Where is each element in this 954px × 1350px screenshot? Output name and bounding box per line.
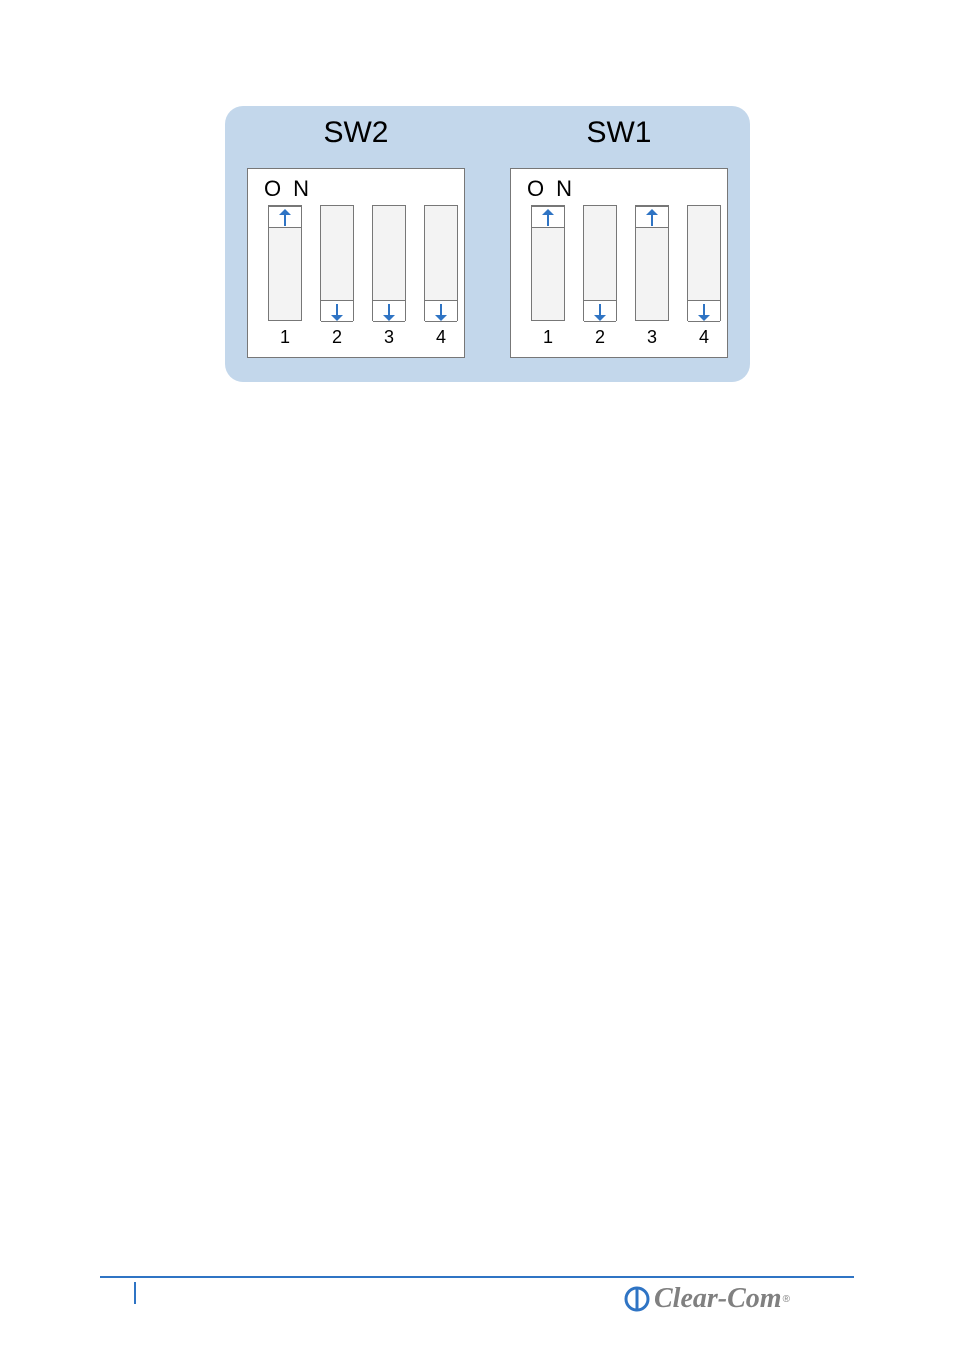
dip-switch-slot <box>320 205 354 321</box>
switch-block-title: SW1 <box>510 116 728 150</box>
brand-logo: Clear-Com® <box>624 1282 854 1316</box>
dip-switch-slot <box>372 205 406 321</box>
dip-switch-number: 1 <box>268 327 302 348</box>
footer-rule <box>100 1276 854 1278</box>
dip-switch-slot <box>268 205 302 321</box>
arrow-down-icon <box>697 301 711 323</box>
dip-switch-handle <box>269 206 301 228</box>
on-label-n: N <box>556 176 572 202</box>
on-label-n: N <box>293 176 309 202</box>
on-label-o: O <box>527 176 544 202</box>
brand-emblem-icon <box>624 1286 650 1312</box>
dip-switch-slot <box>583 205 617 321</box>
arrow-up-icon <box>278 207 292 229</box>
dip-switch-number: 2 <box>583 327 617 348</box>
footer-divider <box>134 1282 136 1304</box>
arrow-up-icon <box>645 207 659 229</box>
dip-switch-slot <box>635 205 669 321</box>
arrow-down-icon <box>434 301 448 323</box>
dip-switch-handle <box>636 206 668 228</box>
dip-switch-handle <box>425 300 457 322</box>
on-label: ON <box>527 176 572 202</box>
on-label-o: O <box>264 176 281 202</box>
arrow-up-icon <box>541 207 555 229</box>
dip-switch-slot <box>424 205 458 321</box>
dip-switch-number: 4 <box>424 327 458 348</box>
switch-block: ON 1234 <box>510 168 728 358</box>
switch-block-title: SW2 <box>247 116 465 150</box>
switch-block: ON 1234 <box>247 168 465 358</box>
dip-switch-handle <box>584 300 616 322</box>
dip-switch-number: 4 <box>687 327 721 348</box>
on-label: ON <box>264 176 309 202</box>
dip-switch-handle <box>688 300 720 322</box>
dip-switch-number: 3 <box>372 327 406 348</box>
arrow-down-icon <box>382 301 396 323</box>
dip-switch-number: 2 <box>320 327 354 348</box>
dip-switch-slot <box>687 205 721 321</box>
arrow-down-icon <box>593 301 607 323</box>
dip-switch-number: 1 <box>531 327 565 348</box>
dip-switch-slot <box>531 205 565 321</box>
arrow-down-icon <box>330 301 344 323</box>
dip-switch-handle <box>373 300 405 322</box>
brand-wordmark: Clear-Com <box>654 1285 782 1313</box>
registered-mark: ® <box>783 1294 790 1305</box>
dip-switch-handle <box>321 300 353 322</box>
page-footer: Clear-Com® <box>0 1276 954 1336</box>
dip-switch-handle <box>532 206 564 228</box>
dip-switch-number: 3 <box>635 327 669 348</box>
